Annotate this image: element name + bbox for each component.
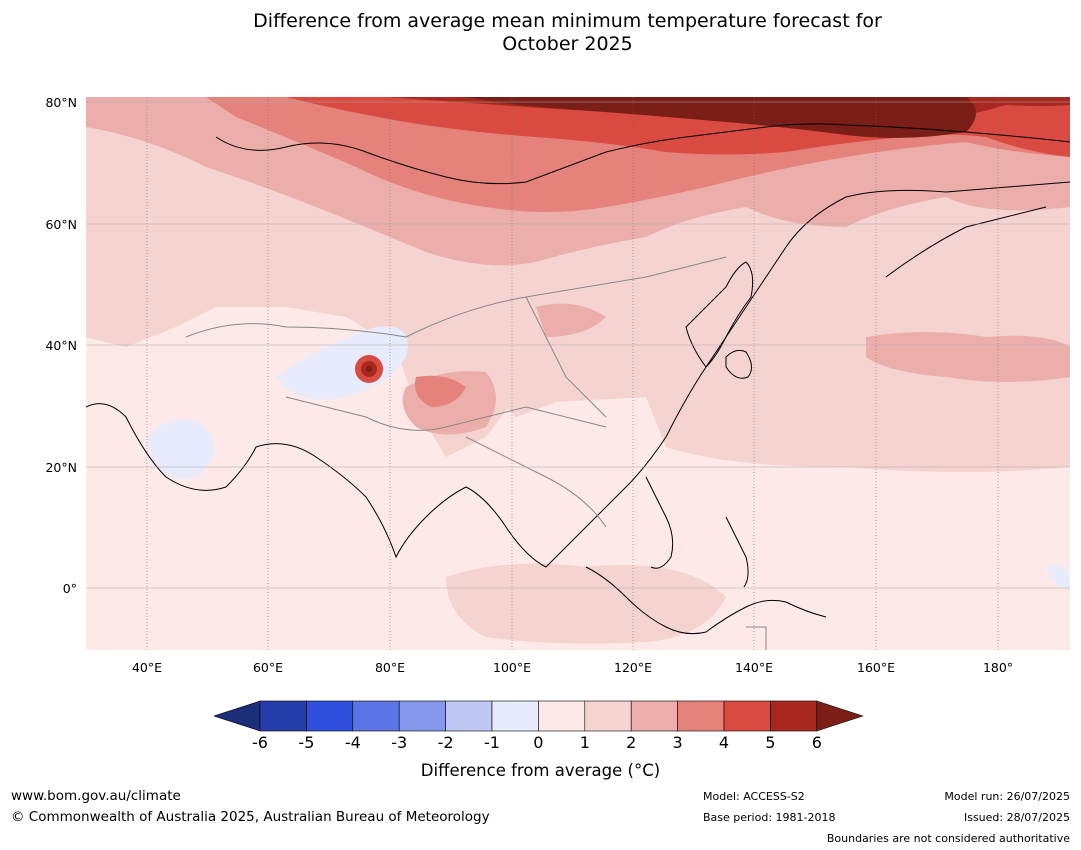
boundaries — [185, 256, 767, 650]
colorbar-segment — [677, 700, 725, 732]
colorbar-tick-label: 2 — [626, 733, 637, 752]
map-svg — [86, 97, 1070, 650]
colorbar-tick-label: -2 — [437, 733, 454, 752]
footer-disclaimer: Boundaries are not considered authoritat… — [826, 832, 1070, 845]
colorbar-tick-label: -5 — [298, 733, 315, 752]
colorbar-segment — [770, 700, 818, 732]
lat-label-20n: 20°N — [45, 460, 77, 475]
colorbar-segment — [538, 700, 586, 732]
chart-title: Difference from average mean minimum tem… — [0, 10, 1081, 56]
lon-label-140e: 140°E — [734, 660, 774, 675]
colorbar-extend-high — [816, 700, 864, 732]
colorbar-segment — [445, 700, 493, 732]
footer-model-run: Model run: 26/07/2025 — [944, 790, 1070, 803]
colorbar-segment — [584, 700, 632, 732]
anomaly-zone-3-4-tibet — [415, 375, 466, 407]
anomaly-zone-2-3-mongolia — [536, 303, 606, 337]
latlines — [86, 101, 1070, 589]
colorbar-tick-label: -4 — [344, 733, 361, 752]
lat-label-40n: 40°N — [45, 338, 77, 353]
lat-label-0: 0° — [62, 581, 77, 596]
colorbar-segment — [723, 700, 771, 732]
colorbar-tick-label: 0 — [533, 733, 544, 752]
colorbar-segment — [630, 700, 678, 732]
footer-copyright: © Commonwealth of Australia 2025, Austra… — [11, 809, 490, 825]
colorbar-tick-label: -3 — [391, 733, 408, 752]
footer-model: Model: ACCESS-S2 — [703, 790, 805, 803]
title-line-1: Difference from average mean minimum tem… — [253, 10, 882, 32]
colorbar-tick-label: 1 — [579, 733, 590, 752]
colorbar-segment — [352, 700, 400, 732]
lon-label-160e: 160°E — [856, 660, 896, 675]
title-line-2: October 2025 — [502, 33, 633, 55]
lat-label-80n: 80°N — [45, 95, 77, 110]
footer-base-period: Base period: 1981-2018 — [703, 811, 836, 824]
colorbar-tick-label: -1 — [484, 733, 500, 752]
colorbar-segment — [259, 700, 307, 732]
lon-label-80e: 80°E — [374, 660, 406, 675]
lat-label-60n: 60°N — [45, 217, 77, 232]
lon-label-60e: 60°E — [252, 660, 284, 675]
colorbar-label: Difference from average (°C) — [420, 761, 661, 780]
anomaly-zone-above-6 — [466, 97, 976, 138]
colorbar-tick-label: 5 — [765, 733, 776, 752]
anomaly-zone-1-2-south — [446, 563, 726, 644]
anomaly-zone-2-3-pacific — [866, 332, 1070, 382]
lon-label-120e: 120°E — [613, 660, 653, 675]
forecast-map — [86, 97, 1070, 650]
colorbar-tick-label: -6 — [252, 733, 268, 752]
anomaly-cool-patch-pacific — [1046, 564, 1070, 588]
footer-website: www.bom.gov.au/climate — [11, 788, 181, 804]
colorbar-tick-label: 3 — [672, 733, 683, 752]
colorbar-tick-label: 6 — [811, 733, 822, 752]
anomaly-cool-patch-arabia — [146, 419, 214, 479]
colorbar-tick-label: 4 — [718, 733, 730, 752]
lon-label-180: 180° — [982, 660, 1014, 675]
anomaly-zone-1-2-pacific — [646, 377, 1070, 472]
gridlines — [146, 97, 999, 650]
colorbar-segment — [306, 700, 354, 732]
lon-label-100e: 100°E — [492, 660, 532, 675]
colorbar-segment — [491, 700, 539, 732]
footer-issued: Issued: 28/07/2025 — [963, 811, 1070, 824]
colorbar-svg — [213, 700, 864, 732]
coastlines — [86, 123, 1070, 635]
colorbar-segment — [398, 700, 446, 732]
colorbar-extend-low — [213, 700, 261, 732]
colorbar — [213, 699, 868, 737]
lon-label-40e: 40°E — [131, 660, 163, 675]
